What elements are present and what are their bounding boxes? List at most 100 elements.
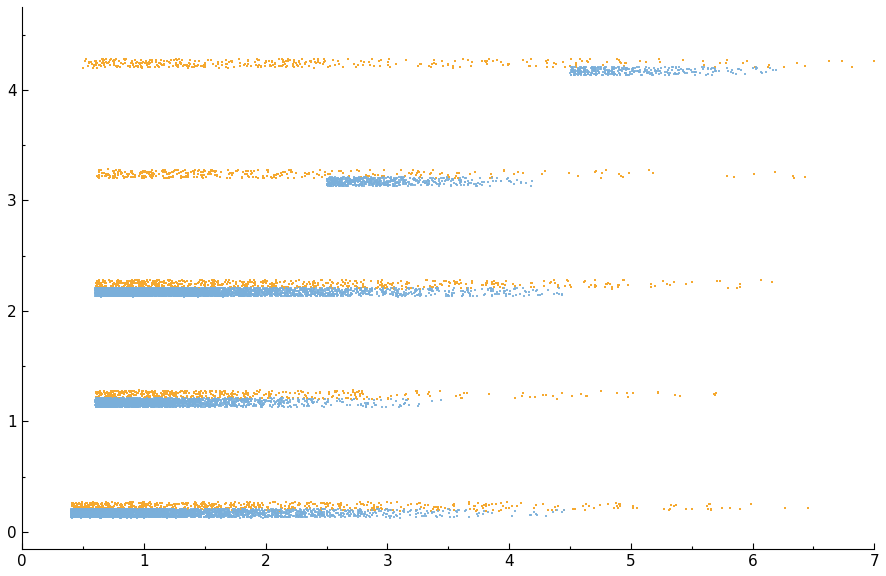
Point [128, 395, 142, 404]
Point [128, 512, 142, 521]
Point [597, 282, 611, 291]
Point [98, 510, 113, 519]
Point [316, 291, 330, 301]
Point [84, 505, 98, 514]
Point [168, 290, 183, 299]
Point [224, 285, 238, 294]
Point [304, 395, 318, 404]
Point [126, 509, 140, 518]
Point [83, 507, 97, 517]
Point [270, 289, 284, 298]
Point [311, 510, 325, 519]
Point [72, 511, 86, 521]
Point [346, 176, 361, 185]
Point [338, 178, 353, 187]
Point [116, 289, 130, 298]
Point [241, 291, 255, 301]
Point [261, 389, 276, 399]
Point [232, 290, 246, 300]
Point [125, 505, 139, 514]
Point [137, 512, 152, 521]
Point [101, 401, 115, 411]
Point [121, 290, 136, 300]
Point [109, 511, 123, 520]
Point [98, 507, 113, 517]
Point [136, 399, 151, 408]
Point [649, 67, 663, 76]
Point [102, 288, 116, 297]
Point [91, 289, 105, 298]
Point [313, 288, 327, 297]
Point [414, 180, 428, 190]
Point [113, 511, 128, 521]
Point [100, 401, 114, 411]
Point [82, 506, 97, 516]
Point [623, 70, 637, 79]
Point [122, 509, 136, 518]
Point [200, 291, 214, 301]
Point [135, 291, 149, 301]
Point [81, 510, 95, 520]
Point [196, 276, 210, 286]
Point [68, 508, 82, 517]
Point [330, 177, 344, 187]
Point [172, 399, 186, 408]
Point [201, 509, 215, 518]
Point [225, 397, 239, 406]
Point [137, 507, 152, 517]
Point [96, 285, 110, 294]
Point [86, 505, 100, 514]
Point [95, 287, 109, 296]
Point [587, 70, 601, 79]
Point [139, 506, 153, 515]
Point [106, 290, 120, 300]
Point [97, 507, 112, 516]
Point [120, 287, 135, 296]
Point [72, 513, 86, 522]
Point [150, 506, 164, 515]
Point [79, 508, 93, 517]
Point [159, 286, 173, 295]
Point [307, 287, 322, 297]
Point [527, 392, 541, 401]
Point [448, 280, 462, 289]
Point [115, 290, 129, 299]
Point [713, 58, 727, 67]
Point [79, 506, 93, 515]
Point [571, 67, 586, 76]
Point [396, 506, 410, 516]
Point [97, 397, 111, 406]
Point [611, 64, 626, 73]
Point [244, 511, 258, 521]
Point [181, 291, 195, 300]
Point [124, 287, 138, 296]
Point [708, 67, 722, 76]
Point [156, 167, 170, 176]
Point [213, 506, 227, 516]
Point [203, 288, 217, 297]
Point [299, 282, 313, 291]
Point [457, 177, 471, 187]
Point [141, 287, 155, 296]
Point [136, 505, 150, 514]
Point [139, 393, 153, 402]
Point [213, 283, 227, 293]
Point [255, 281, 269, 290]
Point [182, 402, 196, 411]
Point [194, 289, 208, 298]
Point [115, 401, 129, 410]
Point [92, 394, 106, 403]
Point [121, 283, 136, 293]
Point [113, 393, 128, 403]
Point [274, 503, 288, 512]
Point [231, 505, 245, 514]
Point [282, 285, 296, 294]
Point [360, 175, 374, 184]
Point [82, 507, 97, 517]
Point [206, 291, 220, 301]
Point [239, 166, 253, 176]
Point [343, 177, 357, 186]
Point [489, 177, 503, 186]
Point [79, 506, 93, 515]
Point [118, 291, 132, 300]
